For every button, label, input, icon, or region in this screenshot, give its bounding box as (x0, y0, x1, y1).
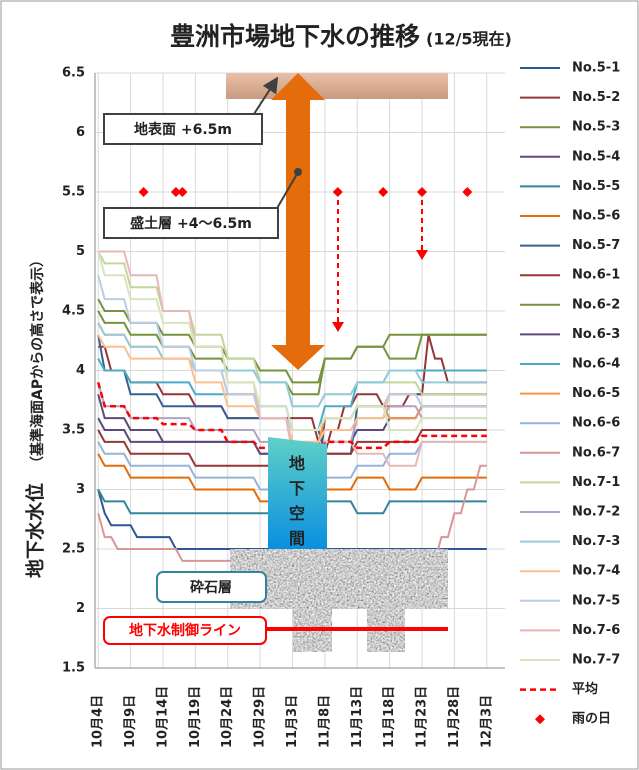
rain-marker (378, 187, 389, 197)
y-tick-label: 4 (76, 363, 85, 378)
x-tick-label: 11月13日 (350, 686, 365, 748)
annotation: 地下水制御ライン (129, 622, 241, 639)
gravel-layer (230, 549, 448, 652)
rain-marker (170, 187, 181, 197)
x-tick-label: 10月14日 (155, 686, 170, 748)
ground-surface-bar (226, 73, 448, 99)
legend-label: 平均 (572, 681, 598, 697)
y-tick-label: 5 (76, 244, 85, 259)
y-axis-title: 地下水水位 (24, 483, 47, 578)
legend-label: No.5-1 (572, 61, 620, 76)
x-tick-label: 10月19日 (188, 686, 203, 748)
rain-marker (177, 187, 188, 197)
legend-label: No.7-2 (572, 505, 620, 520)
annotation-box (103, 616, 267, 645)
legend-label: No.5-7 (572, 238, 620, 253)
y-tick-label: 3.5 (62, 423, 85, 438)
legend-label: 雨の日 (572, 712, 611, 727)
y-tick-label: 2 (76, 601, 85, 616)
rain-arrow-head (332, 322, 344, 332)
y-tick-label: 4.5 (62, 304, 85, 319)
y-axis-note: （基準海面APからの高さで表示） (29, 253, 46, 470)
legend: No.5-1 No.5-2 No.5-3 No.5-4 No.5-5 No.5-6 No.5… (520, 61, 620, 727)
rain-marker (332, 187, 343, 197)
legend-label: No.7-3 (572, 534, 620, 549)
diagram-overlay: 地表面 +6.5m 盛土層 +4〜6.5m 地下空間 砕石層 地下水制御ライン (103, 73, 448, 652)
average-line (96, 382, 487, 467)
legend-label: No.5-3 (572, 120, 620, 135)
x-tick-label: 11月23日 (415, 686, 430, 748)
x-tick-label: 11月3日 (285, 695, 300, 748)
x-tick-label: 11月28日 (447, 686, 462, 748)
grid: 1.5 2 2.5 3 3.5 4 4.5 5 5.5 6 6.5 10月4日 10月9日 10月14日 1… (62, 66, 505, 748)
legend-label: No.6-1 (572, 268, 620, 283)
annotation: 盛土層 +4〜6.5m (130, 215, 252, 232)
y-tick-label: 2.5 (62, 542, 85, 557)
underground-space (268, 437, 327, 549)
legend-label: No.7-6 (572, 623, 620, 638)
y-tick-label: 6 (76, 125, 85, 140)
x-tick-label: 12月3日 (479, 695, 494, 748)
x-tick-label: 11月8日 (317, 695, 332, 748)
x-tick-label: 10月29日 (253, 686, 268, 748)
fill-layer-arrow (271, 73, 325, 370)
x-tick-label: 10月9日 (123, 695, 138, 748)
chart-title: 豊洲市場地下水の推移 (170, 22, 420, 51)
rain-arrow-head (416, 250, 428, 260)
legend-label: No.5-4 (572, 149, 620, 164)
y-tick-label: 6.5 (62, 66, 85, 81)
x-tick-label: 11月18日 (382, 686, 397, 748)
x-tick-label: 10月24日 (220, 686, 235, 748)
annotation: 地表面 +6.5m (134, 121, 232, 138)
annotation-box (103, 113, 263, 145)
y-tick-label: 3 (76, 482, 85, 497)
legend-marker (535, 714, 545, 725)
y-tick-label: 1.5 (62, 661, 85, 676)
legend-label: No.6-3 (572, 327, 620, 342)
annotation-box (156, 571, 267, 603)
legend-label: No.7-4 (572, 564, 620, 579)
connector (275, 173, 298, 211)
legend-label: No.5-2 (572, 90, 620, 105)
rain-marker (417, 187, 428, 197)
chart-subtitle: (12/5現在) (426, 30, 512, 49)
legend-label: No.6-2 (572, 297, 620, 312)
rain-marker (138, 187, 149, 197)
legend-label: No.6-5 (572, 386, 620, 401)
legend-label: No.7-5 (572, 593, 620, 608)
legend-label: No.7-1 (572, 475, 620, 490)
legend-label: No.7-7 (572, 653, 620, 668)
legend-label: No.6-4 (572, 357, 620, 372)
legend-label: No.5-5 (572, 179, 620, 194)
legend-label: No.5-6 (572, 209, 620, 224)
x-tick-label: 10月4日 (91, 695, 106, 748)
legend-label: No.6-7 (572, 445, 620, 460)
legend-label: No.6-6 (572, 416, 620, 431)
y-tick-label: 5.5 (62, 185, 85, 200)
annotation-box (103, 207, 279, 239)
rain-marker (462, 187, 473, 197)
annotation: 砕石層 (190, 579, 232, 596)
connector-dot (294, 168, 302, 176)
annotation: 地下空間 (289, 454, 305, 548)
series-line (97, 251, 487, 431)
connector (253, 76, 279, 115)
